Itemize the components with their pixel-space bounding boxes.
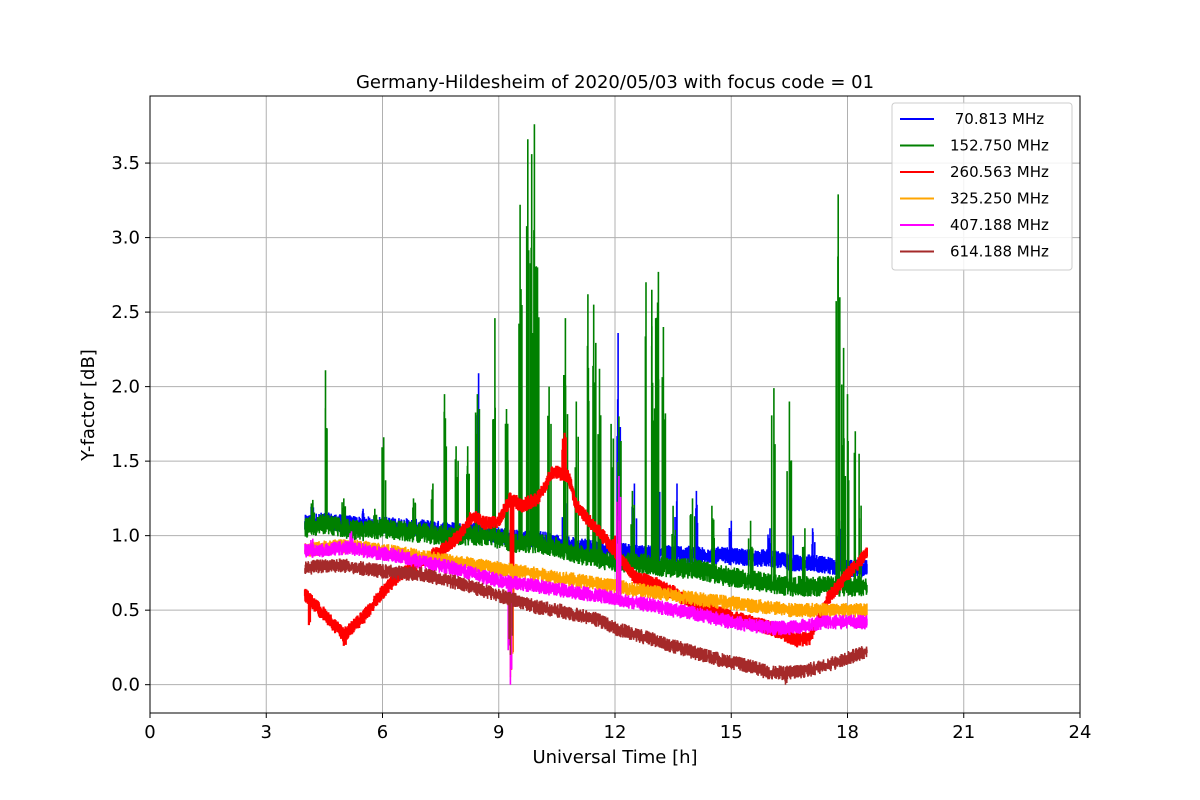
y-tick-label: 0.0 <box>111 675 140 696</box>
legend-label: 70.813 MHz <box>950 110 1044 128</box>
y-tick-label: 3.0 <box>111 228 140 249</box>
x-tick-label: 6 <box>377 722 388 743</box>
series-group <box>303 124 868 685</box>
x-tick-label: 24 <box>1069 722 1092 743</box>
legend-label: 407.188 MHz <box>950 216 1049 234</box>
series-line-2 <box>304 124 868 597</box>
series-line-6 <box>304 558 868 685</box>
x-tick-label: 3 <box>261 722 272 743</box>
y-tick-label: 2.5 <box>111 302 140 323</box>
series-line-3 <box>303 432 868 670</box>
x-tick-label: 9 <box>493 722 504 743</box>
x-tick-label: 18 <box>836 722 859 743</box>
legend: 70.813 MHz 152.750 MHz 260.563 MHz 325.250 … <box>891 102 1073 271</box>
y-tick-label: 0.5 <box>111 600 140 621</box>
x-axis-label: Universal Time [h] <box>532 747 697 768</box>
x-tick-label: 12 <box>604 722 627 743</box>
y-tick-label: 1.5 <box>111 451 140 472</box>
y-tick-label: 1.0 <box>111 526 140 547</box>
legend-label: 325.250 MHz <box>950 190 1049 208</box>
legend-label: 614.188 MHz <box>950 243 1049 261</box>
legend-box <box>891 102 1073 271</box>
y-tick-label: 3.5 <box>111 153 140 174</box>
plot-area: 0 3 6 9 12 15 18 21 24 0.0 0.5 1.0 1.5 2.0 2.5 3.0 3.5 <box>111 95 1092 743</box>
legend-label: 260.563 MHz <box>950 163 1049 181</box>
x-tick-label: 21 <box>952 722 975 743</box>
chart-title: Germany-Hildesheim of 2020/05/03 with fo… <box>356 72 874 93</box>
x-tick-label: 0 <box>144 722 155 743</box>
legend-label: 152.750 MHz <box>950 137 1049 155</box>
y-tick-label: 2.0 <box>111 377 140 398</box>
x-tick-label: 15 <box>720 722 743 743</box>
y-axis-label: Y-factor [dB] <box>78 349 99 462</box>
series-line-1 <box>304 333 868 578</box>
